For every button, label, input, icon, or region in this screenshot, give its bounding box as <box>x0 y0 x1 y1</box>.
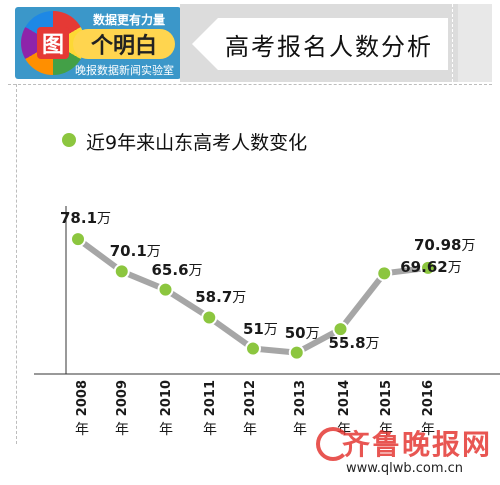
watermark-logo-icon <box>316 427 350 461</box>
logo-name: 个明白 <box>73 29 175 59</box>
banner-strip <box>458 4 492 82</box>
watermark-brand: 齐鲁晚报网 <box>342 428 493 461</box>
logo-lab-name: 晚报数据新闻实验室 <box>75 64 174 77</box>
x-tick-2011: 2011 年 <box>202 380 218 439</box>
value-label-2008: 78.1万 <box>60 209 112 228</box>
logo-slogan: 数据更有力量 <box>93 13 166 27</box>
legend-marker <box>62 133 76 147</box>
x-tick-2008: 2008 年 <box>74 380 90 439</box>
frame-left-border <box>16 84 17 444</box>
legend-label: 近9年来山东高考人数变化 <box>86 132 308 154</box>
value-label-2010: 65.6万 <box>151 260 203 279</box>
data-point-2012 <box>245 340 261 357</box>
page-title: 高考报名人数分析 <box>225 32 433 61</box>
data-point-2008 <box>70 231 86 248</box>
value-label-2015: 69.62万 <box>400 258 462 277</box>
banner-divider <box>452 4 453 82</box>
value-label-2012: 51万 <box>243 319 278 338</box>
data-point-2014 <box>332 321 349 338</box>
column-logo: 图 数据更有力量 个明白 晚报数据新闻实验室 <box>15 7 181 79</box>
value-label-2014: 55.8万 <box>328 334 380 353</box>
x-tick-2015: 2015 年 <box>378 380 394 439</box>
frame-top-border <box>8 84 492 85</box>
data-point-2009 <box>113 263 130 280</box>
x-tick-2016: 2016 年 <box>420 380 436 439</box>
x-tick-2009: 2009 年 <box>114 380 130 439</box>
watermark: 齐鲁晚报网 www.qlwb.com.cn <box>316 423 496 481</box>
watermark-url: www.qlwb.com.cn <box>346 461 463 476</box>
value-label-2011: 58.7万 <box>195 288 247 307</box>
data-point-2013 <box>288 344 305 361</box>
value-label-2013: 50万 <box>284 323 320 342</box>
x-tick-2010: 2010 年 <box>158 380 174 439</box>
value-label-2009: 70.1万 <box>109 242 161 261</box>
x-tick-2012: 2012 年 <box>242 380 258 439</box>
title-banner-label: 高考报名人数分析 <box>192 18 448 70</box>
marker-group <box>70 231 436 361</box>
data-point-2016 <box>420 259 436 276</box>
x-tick-2013: 2013 年 <box>292 380 308 439</box>
data-point-2015 <box>376 265 393 282</box>
data-point-2010 <box>157 281 174 298</box>
value-label-2016: 70.98万 <box>414 235 476 254</box>
logo-badge: 图 <box>37 27 69 59</box>
data-point-2011 <box>201 309 218 326</box>
